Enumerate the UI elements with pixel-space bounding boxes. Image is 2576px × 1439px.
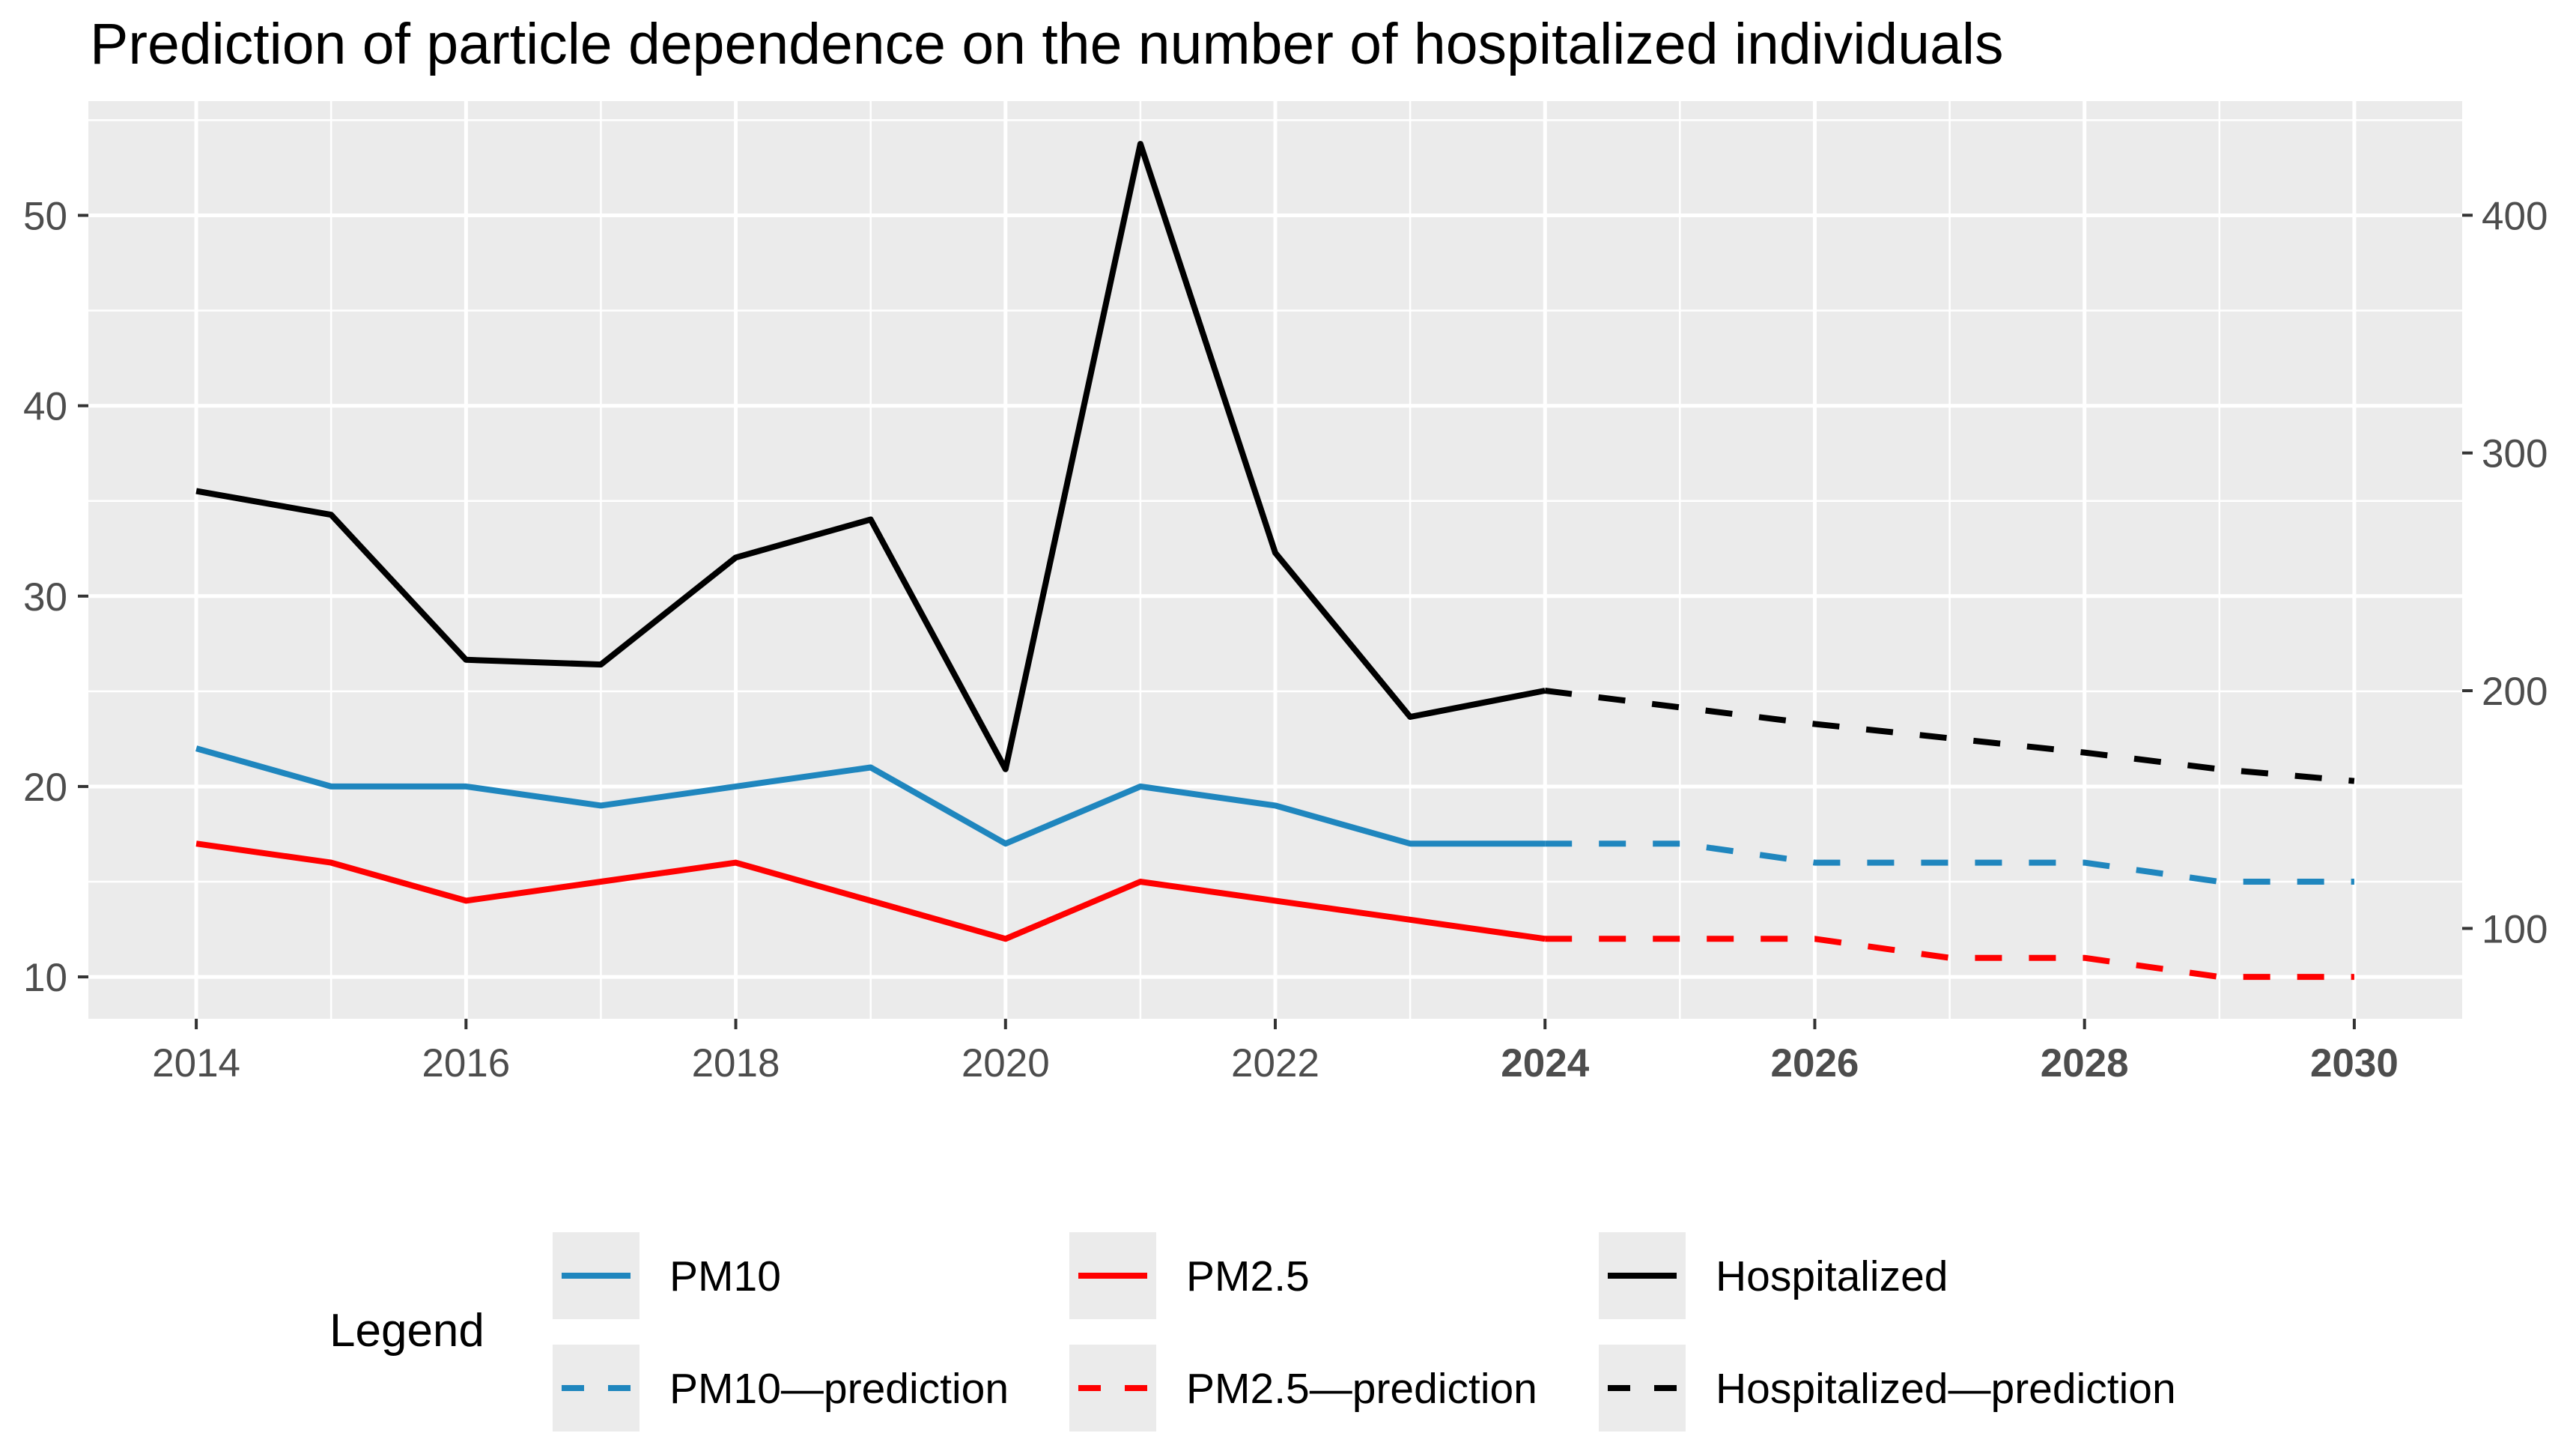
series-line-1 xyxy=(195,840,1546,942)
legend: Legend PM10 PM2.5 Hospitalized PM10—predicti… xyxy=(329,1232,2176,1432)
chart-title: Prediction of particle dependence on the… xyxy=(90,12,2003,76)
y-right-tick-label: 200 xyxy=(2482,670,2548,714)
y-left-tick-label: 30 xyxy=(23,575,67,619)
x-tick-label: 2020 xyxy=(962,1041,1050,1085)
y-right-tick-label: 400 xyxy=(2482,194,2548,238)
x-tick-label: 2018 xyxy=(692,1041,780,1085)
legend-item-5: Hospitalized—prediction xyxy=(1599,1345,2176,1432)
x-tick-label: 2028 xyxy=(2041,1041,2129,1085)
legend-item-2: Hospitalized xyxy=(1599,1232,1948,1319)
x-tick-label: 2024 xyxy=(1501,1041,1589,1085)
series-line-0 xyxy=(195,745,1546,847)
x-tick-label: 2022 xyxy=(1231,1041,1319,1085)
y-right-tick-label: 300 xyxy=(2482,432,2548,476)
x-tick-label: 2030 xyxy=(2310,1041,2399,1085)
legend-label: Hospitalized—prediction xyxy=(1716,1365,2176,1413)
legend-item-3: PM10—prediction xyxy=(553,1345,1009,1432)
y-right-tick-label: 100 xyxy=(2482,907,2548,951)
legend-item-1: PM2.5 xyxy=(1069,1232,1310,1319)
legend-title: Legend xyxy=(329,1305,484,1357)
legend-item-0: PM10 xyxy=(553,1232,781,1319)
y-left-tick-label: 50 xyxy=(23,194,67,238)
legend-label: PM2.5 xyxy=(1186,1252,1310,1300)
x-tick-label: 2014 xyxy=(152,1041,240,1085)
legend-item-4: PM2.5—prediction xyxy=(1069,1345,1537,1432)
series-lines xyxy=(195,141,2355,981)
x-tick-label: 2026 xyxy=(1771,1041,1859,1085)
legend-label: PM2.5—prediction xyxy=(1186,1365,1537,1413)
x-tick-label: 2016 xyxy=(422,1041,510,1085)
legend-label: PM10—prediction xyxy=(669,1365,1009,1413)
legend-label: Hospitalized xyxy=(1716,1252,1948,1300)
y-left-tick-label: 10 xyxy=(23,956,67,1000)
axes: 2014 2016 2018 2020 2022 2024 2026 2028 20301020… xyxy=(23,194,2548,1085)
legend-label: PM10 xyxy=(669,1252,781,1300)
series-line-2 xyxy=(195,141,1546,772)
y-left-tick-label: 40 xyxy=(23,385,67,429)
y-left-tick-label: 20 xyxy=(23,766,67,810)
